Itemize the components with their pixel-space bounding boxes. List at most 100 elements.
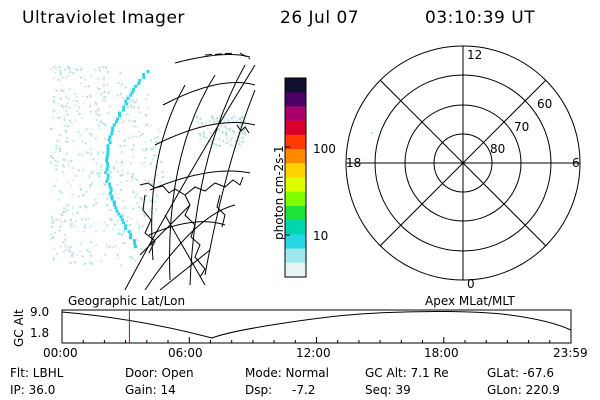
emission-pixel [119,174,122,177]
emission-pixel [107,112,110,114]
emission-pixel [85,249,88,252]
emission-pixel [155,208,158,211]
emission-pixel [235,120,238,123]
emission-pixel [199,138,202,141]
time-tick-label-3: 18:00 [424,346,459,360]
emission-pixel [137,224,140,227]
emission-pixel [77,195,80,198]
oval-edge-pixel [120,218,124,222]
emission-pixel [123,215,125,217]
emission-pixel [199,117,202,120]
emission-pixel [239,125,242,128]
emission-pixel [75,95,78,98]
emission-pixel [131,135,134,138]
oval-edge-pixel [125,102,129,106]
emission-pixel [76,254,79,256]
emission-pixel [217,127,219,130]
emission-pixel [75,174,78,177]
emission-pixel [99,66,102,69]
oval-edge-pixel [112,203,116,207]
emission-pixel [231,144,234,147]
emission-pixel [65,152,68,155]
emission-pixel [120,163,123,166]
emission-pixel [81,154,84,157]
oval-edge-pixel [108,191,112,195]
emission-pixel [91,262,94,265]
emission-pixel [154,137,157,139]
emission-pixel [133,177,136,180]
oval-edge-pixel [134,84,138,88]
emission-pixel [52,95,55,98]
emission-pixel [110,218,113,221]
emission-pixel [95,162,98,165]
emission-pixel [88,261,91,264]
emission-pixel [63,115,66,118]
emission-pixel [109,246,111,248]
emission-pixel [74,119,77,122]
emission-pixel [159,130,162,133]
emission-pixel [55,89,58,92]
oval-edge-pixel [106,161,109,165]
emission-pixel [79,183,81,186]
emission-pixel [145,114,148,117]
emission-pixel [86,152,89,154]
oval-edge-pixel [110,197,114,201]
emission-pixel [85,218,87,221]
colorbar-band [285,106,306,122]
emission-pixel [69,262,72,265]
emission-pixel [104,253,106,256]
emission-pixel [214,138,217,141]
oval-edge-pixel [124,224,128,228]
emission-pixel [117,219,119,222]
emission-pixel [215,117,218,120]
door-info: Door: Open [125,366,194,380]
emission-pixel [129,224,132,227]
emission-pixel [123,241,126,244]
emission-pixel [103,96,106,99]
emission-pixel [62,89,65,92]
emission-pixel [88,186,91,188]
emission-pixel [81,116,84,119]
colorbar-frame [284,77,307,278]
emission-pixel [55,218,58,221]
oval-edge-pixel [106,147,110,151]
emission-pixel [111,201,114,204]
emission-pixel [62,164,65,167]
emission-pixel [85,151,88,153]
emission-pixel [80,188,83,191]
emission-pixel [58,133,61,136]
emission-pixel [55,168,58,171]
emission-pixel [143,212,145,215]
emission-pixel [67,66,70,69]
emission-pixel [233,131,235,134]
emission-pixel [129,100,132,103]
emission-pixel [109,170,112,173]
emission-pixel [143,214,146,217]
emission-pixel [63,118,66,121]
emission-pixel [51,219,54,222]
emission-pixel [56,164,59,167]
oval-edge-pixel [107,138,111,142]
polar-plot: 12 18 6 0 60 70 80 [345,45,581,290]
emission-pixel [93,198,96,201]
emission-pixel [225,128,228,130]
oval-edge-pixel [127,230,131,234]
emission-pixel [78,106,81,109]
emission-pixel [99,120,102,122]
emission-pixel [83,223,86,226]
emission-pixel [131,148,134,151]
emission-pixel [110,176,113,179]
oval-edge-pixel [108,135,112,139]
emission-pixel [63,234,66,236]
emission-pixel [239,118,242,121]
emission-pixel [242,116,245,119]
emission-pixel [63,207,65,210]
emission-pixel [202,131,205,134]
emission-pixel [156,155,159,157]
emission-pixel [118,228,121,231]
oval-edge-pixel [108,141,112,145]
emission-pixel [156,195,159,198]
emission-pixel [112,228,115,231]
emission-pixel [66,181,69,184]
emission-pixel [200,125,203,127]
